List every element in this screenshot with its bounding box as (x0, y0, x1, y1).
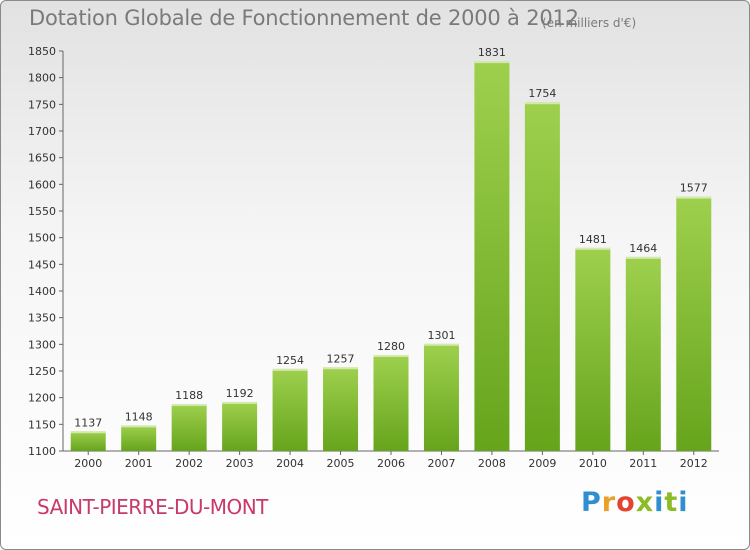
y-tick-label: 1450 (28, 258, 56, 271)
x-tick-label: 2008 (478, 457, 506, 470)
chart-unit: (en milliers d'€) (542, 16, 637, 30)
bar-highlight (171, 404, 207, 407)
bar-highlight (575, 247, 611, 250)
x-tick-label: 2000 (74, 457, 102, 470)
y-tick-label: 1250 (28, 365, 56, 378)
bar-highlight (625, 256, 661, 259)
y-tick-label: 1400 (28, 285, 56, 298)
bar-highlight (474, 61, 510, 64)
y-tick-label: 1300 (28, 338, 56, 351)
y-tick-label: 1700 (28, 125, 56, 138)
label-layer: 1137 1148 1188 1192 1254 1257 1280 1301 1831 1754… (74, 46, 708, 429)
bar-2003 (222, 401, 258, 451)
bar-2006 (373, 355, 409, 451)
logo-letter: P (581, 487, 602, 518)
y-tick-label: 1200 (28, 392, 56, 405)
value-label-2002: 1188 (175, 389, 203, 402)
bar-2004 (272, 368, 308, 451)
y-tick-label: 1750 (28, 98, 56, 111)
bar-highlight (524, 102, 560, 105)
x-tick-label: 2001 (125, 457, 153, 470)
logo-letter: i (654, 487, 665, 518)
bar-highlight (222, 401, 258, 404)
logo-letter: r (601, 487, 617, 518)
y-tick-label: 1650 (28, 152, 56, 165)
x-tick-label: 2011 (629, 457, 657, 470)
value-label-2012: 1577 (680, 182, 708, 195)
y-tick-label: 1600 (28, 178, 56, 191)
y-tick-label: 1150 (28, 418, 56, 431)
y-tick-label: 1350 (28, 312, 56, 325)
logo-letter: x (635, 487, 655, 518)
logo-letter: i (678, 487, 689, 518)
bar-highlight (272, 368, 308, 371)
y-tick-label: 1500 (28, 232, 56, 245)
bar-2011 (625, 256, 661, 451)
x-tick-label: 2005 (327, 457, 355, 470)
value-label-2004: 1254 (276, 354, 304, 367)
value-label-2007: 1301 (427, 329, 455, 342)
value-label-2005: 1257 (327, 352, 355, 365)
bar-2000 (70, 431, 106, 451)
bar-2002 (171, 404, 207, 451)
bar-2007 (423, 343, 459, 451)
value-label-2011: 1464 (629, 242, 657, 255)
value-label-2010: 1481 (579, 233, 607, 246)
bar-layer (70, 61, 712, 452)
logo-letter: o (616, 487, 636, 518)
value-label-2008: 1831 (478, 46, 506, 59)
proxiti-logo: Proxiti (581, 487, 689, 518)
x-tick-label: 2002 (175, 457, 203, 470)
y-tick-label: 1800 (28, 72, 56, 85)
chart-title: Dotation Globale de Fonctionnement de 20… (29, 6, 579, 30)
x-tick-label: 2010 (579, 457, 607, 470)
bar-2010 (575, 247, 611, 451)
logo-letter: t (664, 487, 679, 518)
bar-highlight (323, 367, 359, 370)
bar-highlight (676, 196, 712, 199)
commune-name: SAINT-PIERRE-DU-MONT (37, 495, 268, 519)
bar-2009 (524, 102, 560, 451)
bar-2005 (323, 367, 359, 451)
x-tick-label: 2012 (680, 457, 708, 470)
bar-highlight (121, 425, 157, 428)
value-label-2009: 1754 (528, 87, 556, 100)
value-label-2006: 1280 (377, 340, 405, 353)
x-tick-label: 2004 (276, 457, 304, 470)
x-tick-label: 2009 (528, 457, 556, 470)
axis-layer: 1100 1150 1200 1250 1300 1350 1400 1450 1500 1550… (28, 45, 719, 470)
bar-2012 (676, 196, 712, 451)
bar-highlight (423, 343, 459, 346)
bar-highlight (70, 431, 106, 434)
x-tick-label: 2007 (427, 457, 455, 470)
bar-highlight (373, 355, 409, 357)
value-label-2001: 1148 (125, 410, 153, 423)
y-tick-label: 1550 (28, 205, 56, 218)
y-tick-label: 1100 (28, 445, 56, 458)
x-tick-label: 2003 (226, 457, 254, 470)
value-label-2000: 1137 (74, 416, 102, 429)
y-tick-label: 1850 (28, 45, 56, 58)
bar-2001 (121, 425, 157, 451)
value-label-2003: 1192 (226, 387, 254, 400)
bar-2008 (474, 61, 510, 452)
x-tick-label: 2006 (377, 457, 405, 470)
